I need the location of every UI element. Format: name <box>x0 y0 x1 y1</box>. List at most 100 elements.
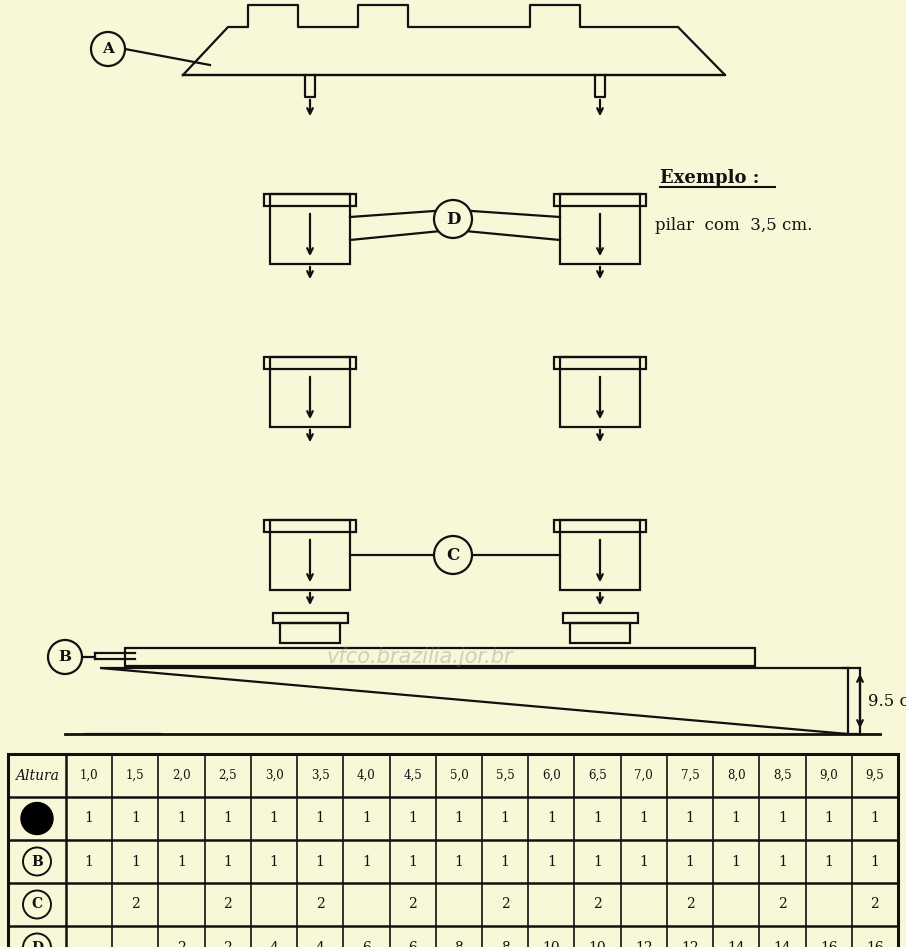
Text: 2: 2 <box>224 940 232 947</box>
Text: 6,0: 6,0 <box>542 769 561 782</box>
Text: 3,5: 3,5 <box>311 769 330 782</box>
Text: vfco.brazilia.jor.br: vfco.brazilia.jor.br <box>327 647 514 667</box>
Text: 9,5: 9,5 <box>865 769 884 782</box>
Bar <box>560 520 640 590</box>
Text: 1: 1 <box>409 812 417 826</box>
Text: 16: 16 <box>866 940 883 947</box>
Bar <box>8 754 898 947</box>
Text: 1: 1 <box>316 812 324 826</box>
Text: 1: 1 <box>732 854 741 868</box>
Text: A: A <box>102 42 114 56</box>
Text: 2: 2 <box>501 898 509 912</box>
Text: 1: 1 <box>640 854 648 868</box>
Text: 14: 14 <box>774 940 791 947</box>
Text: 2: 2 <box>131 898 140 912</box>
Bar <box>554 194 646 206</box>
Text: 5,0: 5,0 <box>449 769 468 782</box>
Text: 1: 1 <box>824 854 834 868</box>
Text: 1: 1 <box>455 812 463 826</box>
Bar <box>264 357 356 369</box>
Text: 1: 1 <box>455 854 463 868</box>
Text: 1: 1 <box>640 812 648 826</box>
Text: 1: 1 <box>871 812 880 826</box>
Bar <box>273 613 348 623</box>
Text: 1: 1 <box>270 812 278 826</box>
Circle shape <box>23 848 51 875</box>
Text: 3,0: 3,0 <box>265 769 284 782</box>
Text: 1: 1 <box>224 854 232 868</box>
Text: 1: 1 <box>177 812 186 826</box>
Text: 1: 1 <box>686 854 694 868</box>
Text: 1: 1 <box>409 854 417 868</box>
Text: 1: 1 <box>362 854 371 868</box>
Text: 2: 2 <box>871 898 879 912</box>
Text: 7,0: 7,0 <box>634 769 653 782</box>
Text: 8,5: 8,5 <box>773 769 792 782</box>
Text: 2: 2 <box>178 940 186 947</box>
Text: 1: 1 <box>778 812 787 826</box>
Text: 1,0: 1,0 <box>80 769 99 782</box>
Bar <box>560 194 640 264</box>
Text: Altura: Altura <box>15 769 59 782</box>
Text: 1: 1 <box>593 812 602 826</box>
Text: 2: 2 <box>224 898 232 912</box>
Bar <box>563 613 638 623</box>
Text: 10: 10 <box>589 940 606 947</box>
Text: 5,5: 5,5 <box>496 769 515 782</box>
Bar <box>125 648 755 666</box>
Text: D: D <box>31 940 43 947</box>
Text: 4,0: 4,0 <box>357 769 376 782</box>
Bar <box>570 623 630 643</box>
Text: 1,5: 1,5 <box>126 769 145 782</box>
Bar <box>554 357 646 369</box>
Text: 12: 12 <box>681 940 699 947</box>
Text: 1: 1 <box>593 854 602 868</box>
Text: 10: 10 <box>543 940 560 947</box>
Text: 2: 2 <box>593 898 602 912</box>
Text: pilar  com  3,5 cm.: pilar com 3,5 cm. <box>655 217 813 234</box>
Text: 1: 1 <box>686 812 694 826</box>
Text: 16: 16 <box>820 940 837 947</box>
Text: 1: 1 <box>778 854 787 868</box>
Text: 1: 1 <box>84 854 93 868</box>
Text: 4: 4 <box>316 940 324 947</box>
Text: B: B <box>59 650 72 664</box>
Circle shape <box>91 32 125 66</box>
Text: 2,5: 2,5 <box>218 769 237 782</box>
Bar <box>264 520 356 532</box>
Text: 1: 1 <box>130 854 140 868</box>
Text: 1: 1 <box>501 812 509 826</box>
Text: 1: 1 <box>224 812 232 826</box>
Text: 2,0: 2,0 <box>172 769 191 782</box>
Circle shape <box>23 934 51 947</box>
Bar <box>280 623 340 643</box>
Text: 4,5: 4,5 <box>403 769 422 782</box>
Text: 1: 1 <box>871 854 880 868</box>
Text: 6: 6 <box>362 940 371 947</box>
Text: 9.5 cm: 9.5 cm <box>868 692 906 709</box>
Text: 7,5: 7,5 <box>680 769 699 782</box>
Text: 2: 2 <box>316 898 324 912</box>
Text: 14: 14 <box>728 940 745 947</box>
Text: Exemplo :: Exemplo : <box>660 169 759 187</box>
Circle shape <box>21 802 53 834</box>
Text: 1: 1 <box>501 854 509 868</box>
Bar <box>264 194 356 206</box>
Text: 8: 8 <box>501 940 509 947</box>
Bar <box>270 520 350 590</box>
Circle shape <box>23 890 51 919</box>
Text: 2: 2 <box>686 898 694 912</box>
Bar <box>554 520 646 532</box>
Text: 12: 12 <box>635 940 652 947</box>
Text: 1: 1 <box>362 812 371 826</box>
Text: 1: 1 <box>824 812 834 826</box>
Text: 1: 1 <box>84 812 93 826</box>
Bar <box>270 194 350 264</box>
Text: B: B <box>31 854 43 868</box>
Circle shape <box>48 640 82 674</box>
Text: 4: 4 <box>270 940 278 947</box>
Circle shape <box>434 536 472 574</box>
Text: 2: 2 <box>778 898 786 912</box>
Text: 6,5: 6,5 <box>588 769 607 782</box>
Text: 8: 8 <box>455 940 463 947</box>
